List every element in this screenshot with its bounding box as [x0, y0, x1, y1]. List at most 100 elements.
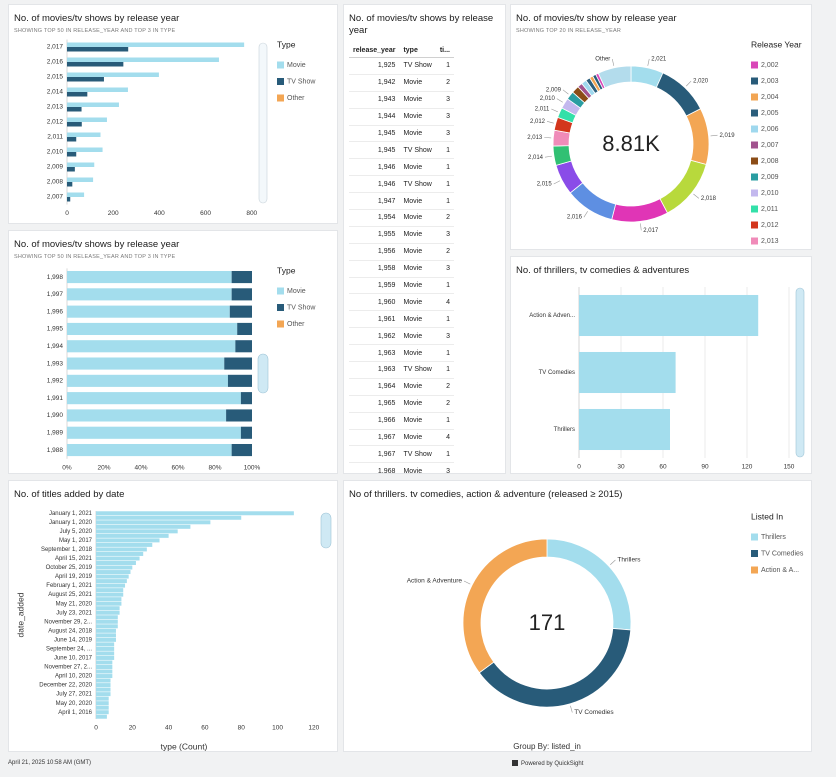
- legend-label: 2,009: [761, 174, 779, 181]
- leader-line: [546, 121, 554, 124]
- bar: [231, 270, 252, 284]
- bar: [67, 197, 71, 202]
- table-cell: 1: [435, 344, 454, 363]
- table-row: 1,961 Movie 1: [349, 310, 454, 329]
- bar: [96, 524, 191, 529]
- table-cell: Movie: [399, 125, 436, 143]
- bar: [67, 340, 236, 353]
- leader-line: [570, 705, 573, 713]
- table-cell: 3: [435, 226, 454, 244]
- bar: [96, 533, 169, 538]
- table-row: 1,946 TV Show 1: [349, 175, 454, 194]
- x-axis-title: type (Count): [161, 741, 208, 751]
- y-tick-label: June 14, 2019: [54, 637, 93, 643]
- slice-label: 2,011: [535, 107, 550, 113]
- table-cell: Movie: [399, 74, 436, 92]
- legend-swatch: [751, 550, 758, 557]
- table-row: 1,963 Movie 1: [349, 344, 454, 363]
- table-cell: 1,961: [349, 310, 400, 329]
- bar: [96, 547, 147, 552]
- x-tick-label: 0: [65, 210, 69, 217]
- bar: [67, 167, 75, 172]
- y-tick-label: 1,998: [47, 274, 64, 281]
- legend-swatch: [277, 94, 284, 102]
- table-cell: Movie: [399, 260, 436, 278]
- scrollbar[interactable]: [795, 287, 805, 458]
- legend-label: 2,004: [761, 94, 779, 101]
- table-cell: 1: [435, 141, 454, 160]
- slice-label: Thrillers: [617, 557, 641, 564]
- legend-swatch: [751, 173, 758, 181]
- legend-swatch: [751, 77, 758, 85]
- table-row: 1,956 Movie 2: [349, 243, 454, 261]
- bar: [96, 714, 107, 719]
- table-row: 1,945 Movie 3: [349, 125, 454, 143]
- scrollbar[interactable]: [320, 512, 332, 549]
- y-tick-label: 2,017: [47, 44, 64, 51]
- legend-label: Action & A...: [761, 567, 799, 574]
- table-cell: 1,956: [349, 243, 400, 261]
- y-tick-label: August 24, 2018: [48, 628, 92, 634]
- leader-line: [612, 58, 615, 66]
- slice-label: 2,021: [651, 57, 667, 63]
- y-tick-label: 2,010: [47, 149, 64, 156]
- center-label: 171: [529, 610, 566, 635]
- table-cell: Movie: [399, 243, 436, 261]
- panel: No. of movies/tv show by release year SH…: [510, 4, 812, 250]
- bar: [240, 426, 252, 439]
- table-cell: TV Show: [399, 175, 436, 194]
- bar: [96, 646, 115, 651]
- table-row: 1,946 Movie 1: [349, 158, 454, 177]
- x-tick-label: 0%: [62, 464, 72, 471]
- table-cell: 1,945: [349, 125, 400, 143]
- bar: [96, 624, 118, 629]
- bar: [67, 152, 77, 157]
- bar: [96, 529, 178, 534]
- legend-swatch: [751, 125, 758, 133]
- legend-title: Type: [277, 39, 296, 49]
- donut-slice: [685, 108, 710, 166]
- y-tick-label: TV Comedies: [539, 370, 575, 376]
- y-tick-label: May 21, 2020: [56, 601, 93, 607]
- bar: [96, 570, 131, 575]
- slice-label: Other: [595, 57, 610, 63]
- y-tick-label: 1,995: [47, 326, 64, 333]
- table-row: 1,965 Movie 2: [349, 395, 454, 413]
- center-label: 8.81K: [602, 131, 660, 156]
- legend-label: 2,013: [761, 238, 779, 245]
- slice-label: 2,015: [537, 182, 553, 188]
- table-cell: TV Show: [399, 57, 436, 75]
- table-cell: 1,954: [349, 209, 400, 227]
- slice-label: 2,016: [567, 215, 583, 221]
- bar: [96, 520, 211, 525]
- table-cell: Movie: [399, 277, 436, 295]
- scrollbar[interactable]: [258, 42, 268, 204]
- bar: [96, 651, 115, 656]
- scrollbar[interactable]: [257, 353, 269, 394]
- table-cell: 1,943: [349, 91, 400, 109]
- table-row: 1,963 TV Show 1: [349, 361, 454, 379]
- bar: [579, 408, 670, 451]
- legend-label: Movie: [287, 288, 306, 295]
- leader-line: [551, 108, 558, 113]
- legend-swatch: [751, 189, 758, 197]
- legend-label: Thrillers: [761, 534, 786, 541]
- y-tick-label: January 1, 2021: [49, 511, 93, 517]
- table-cell: 3: [435, 108, 454, 126]
- legend-label: 2,002: [761, 62, 779, 69]
- table-cell: 1,962: [349, 327, 400, 346]
- y-tick-label: November 27, 2...: [44, 665, 92, 671]
- legend-label: 2,012: [761, 222, 779, 229]
- footnote: Group By: listed_in: [513, 742, 581, 751]
- table-cell: 1: [435, 192, 454, 211]
- bar: [224, 357, 252, 370]
- bar: [96, 674, 113, 679]
- bar: [96, 597, 122, 602]
- bar: [237, 322, 252, 336]
- table-row: 1,958 Movie 3: [349, 260, 454, 278]
- table-cell: Movie: [399, 327, 436, 346]
- legend-label: TV Show: [287, 78, 316, 85]
- legend-label: TV Comedies: [761, 550, 804, 557]
- bar: [67, 322, 238, 336]
- bar: [96, 561, 136, 565]
